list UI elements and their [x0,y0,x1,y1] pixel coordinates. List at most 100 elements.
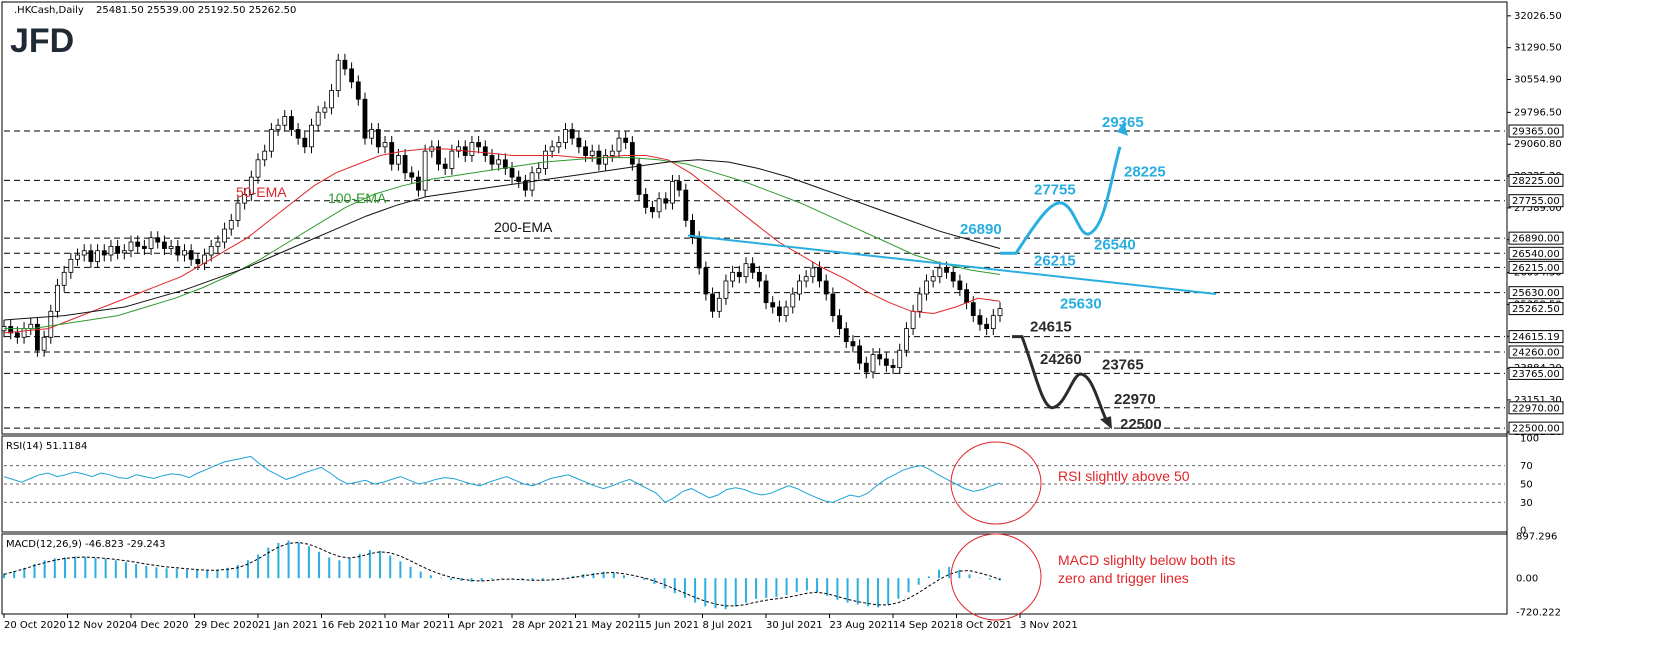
candle-body [68,258,74,273]
candle-body [295,129,301,139]
candle-body [349,68,354,83]
x-tick-label: 23 Aug 2021 [830,620,894,631]
rsi-axis-label: 30 [1520,498,1533,509]
bearish-projection [1012,335,1108,421]
candle-body [456,146,461,152]
candle-body [863,362,869,373]
rsi-title: RSI(14) 51.1184 [6,441,87,452]
candle-body [509,168,515,178]
candle-body [937,267,943,278]
x-tick-label: 12 Nov 2020 [68,620,132,631]
candle-body [904,328,909,351]
candle-body [48,310,54,338]
macd-title: MACD(12,26,9) -46.823 -29.243 [6,539,166,550]
rsi-axis-label: 50 [1520,480,1533,491]
x-tick-label: 3 Nov 2021 [1020,620,1078,631]
candle-body [569,129,575,139]
candle-body [676,181,682,191]
moving-averages [3,148,1001,334]
candle-body [108,245,114,256]
level-text-26215: 26215 [1034,252,1076,269]
y-tick-label: 29796.50 [1514,107,1562,118]
candle-body [650,207,655,213]
candle-body [549,146,555,152]
ema100-line [4,157,1001,330]
candle-body [215,241,221,247]
candle-body [656,198,662,213]
candle-body [763,280,769,304]
level-text-22500: 22500 [1120,416,1162,433]
candle-body [162,241,167,249]
y-tick-label: 30554.90 [1514,75,1562,86]
symbol-label: .HKCash,Daily [14,5,84,16]
macd-axis-label: 897.296 [1516,532,1557,543]
macd-axis-label: 0.00 [1516,574,1538,585]
candle-body [195,258,201,265]
rsi-axis-label: 100 [1520,434,1539,445]
candle-body [783,306,789,317]
candle-body [723,280,729,299]
level-text-29365: 29365 [1102,114,1144,131]
candle-body [8,326,14,334]
ema200-label: 200-EMA [494,219,553,235]
level-text-25630: 25630 [1060,296,1102,313]
candle-body [716,297,722,312]
candle-body [282,116,288,126]
x-tick-label: 30 Jul 2021 [766,620,823,631]
bearish-arrowhead [1100,416,1112,430]
macd-highlight-circle [950,533,1042,621]
level-price-box [1508,286,1564,300]
candle-body [222,228,227,243]
candle-body [690,220,695,239]
candle-body [21,328,27,338]
candle-body [810,267,816,278]
candle-body [924,280,929,295]
candles [1,53,1003,379]
ohlc-label: 25481.50 25539.00 25192.50 25262.50 [96,5,296,16]
candle-body [556,142,562,148]
rsi-axis-label: 70 [1520,461,1533,472]
candle-body [369,129,375,139]
x-tick-label: 21 Jan 2021 [258,620,318,631]
level-price-box-label: 23765.00 [1512,369,1560,380]
x-tick-label: 14 Sep 2021 [893,620,956,631]
candle-body [496,159,502,165]
candle-body [736,271,742,278]
candle-body [148,237,154,249]
candle-body [977,315,983,325]
candle-body [95,250,100,262]
level-price-box-label: 29365.00 [1512,127,1560,138]
rsi-line [3,455,1001,504]
level-price-box [1508,421,1564,435]
candle-body [502,159,508,169]
level-price-box-label: 26890.00 [1512,234,1560,245]
candle-body [897,349,903,368]
candle-body [208,245,214,256]
current-price-box [1508,302,1564,316]
price-panel-frame [1,1,1508,435]
ema50-label: 50-EMA [236,184,287,200]
candle-body [329,90,334,109]
x-tick-label: 29 Dec 2020 [195,620,259,631]
candle-body [636,163,642,195]
level-text-23765: 23765 [1102,356,1144,373]
candle-body [696,237,702,269]
candle-body [536,168,542,174]
candle-body [242,194,248,204]
candle-body [135,241,141,247]
candle-body [837,315,842,330]
x-tick-label: 15 Jun 2021 [639,620,699,631]
macd-annotation-line2: zero and trigger lines [1058,570,1189,586]
candle-body [422,150,428,191]
y-tick-label: 31290.50 [1514,43,1562,54]
candle-body [289,116,294,130]
candle-body [629,142,635,165]
candle-body [41,336,47,351]
macd-panel: 897.296 0.00 -720.222 [3,532,1561,619]
current-price-box-label: 25262.50 [1512,304,1560,315]
rsi-axis-label: 0 [1520,526,1526,537]
level-text-28225: 28225 [1124,163,1166,180]
candle-body [609,150,615,156]
candle-body [202,254,207,265]
candle-body [382,142,388,148]
